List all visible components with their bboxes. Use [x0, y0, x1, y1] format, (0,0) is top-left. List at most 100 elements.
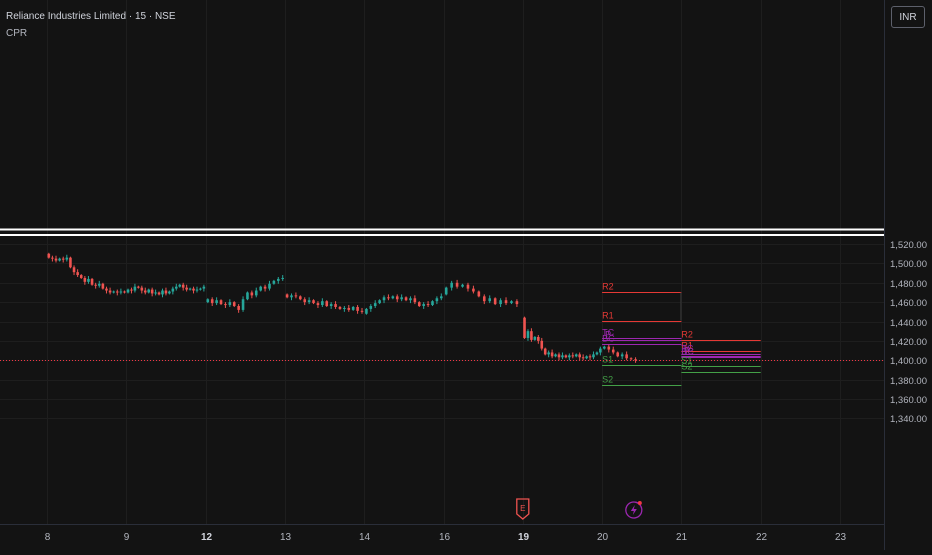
candle-body — [550, 352, 554, 357]
x-tick-label: 9 — [124, 532, 130, 543]
candle-body — [254, 290, 258, 296]
pivot-label-r2: R2 — [602, 282, 614, 292]
candle-body — [90, 278, 94, 285]
pivot-label-s2: S2 — [681, 362, 692, 372]
y-tick-label: 1,440.00 — [890, 318, 927, 329]
candle-body — [157, 292, 161, 295]
pivot-label-bc: BC — [681, 347, 694, 357]
candle-body — [616, 352, 620, 357]
candle-body — [312, 300, 315, 304]
candle-body — [321, 301, 324, 306]
candle-body — [611, 349, 615, 353]
candle-body — [568, 355, 571, 358]
candle-body — [61, 258, 65, 260]
candle-body — [607, 346, 611, 350]
candle-body — [115, 291, 119, 293]
y-tick-label: 1,400.00 — [890, 356, 927, 367]
y-tick-label: 1,520.00 — [890, 240, 927, 251]
earnings-label: E — [520, 504, 525, 513]
candle-body — [69, 257, 72, 268]
candle-body — [329, 304, 333, 307]
grid — [0, 0, 884, 524]
y-tick-label: 1,500.00 — [890, 259, 927, 270]
x-tick-label: 12 — [201, 532, 213, 543]
candle-body — [488, 298, 492, 302]
candle-body — [588, 356, 592, 358]
candle-body — [101, 283, 105, 289]
candle-body — [188, 288, 192, 290]
candle-body — [547, 352, 550, 355]
candle-body — [294, 295, 298, 297]
dividend-icon[interactable] — [625, 501, 643, 519]
y-tick-label: 1,340.00 — [890, 414, 927, 425]
candle-body — [259, 286, 262, 291]
pivot-label-s1: S1 — [681, 356, 692, 366]
pivot-label-p: P — [605, 330, 611, 340]
x-tick-label: 23 — [835, 532, 847, 543]
pivot-label-r2: R2 — [681, 330, 693, 340]
candle-body — [515, 301, 519, 305]
candle-body — [137, 286, 140, 288]
candle-body — [435, 298, 439, 302]
y-tick-label: 1,380.00 — [890, 376, 927, 387]
earnings-icon[interactable] — [516, 498, 530, 520]
currency-button[interactable]: INR — [891, 6, 925, 28]
candle-body — [530, 331, 533, 340]
candle-body — [219, 300, 223, 305]
candle-body — [533, 336, 537, 340]
candle-body — [369, 306, 373, 309]
indicator-label[interactable]: CPR — [6, 28, 28, 39]
event-markers[interactable]: E — [516, 498, 643, 520]
pivot-label-bc: BC — [602, 334, 615, 344]
candle-body — [119, 291, 123, 293]
candle-body — [564, 355, 568, 358]
candle-body — [281, 277, 284, 279]
candle-body — [422, 304, 425, 307]
x-tick-label: 13 — [280, 532, 292, 543]
candle-body — [299, 296, 302, 300]
candle-body — [307, 300, 311, 303]
pivot-label-r1: R1 — [681, 341, 693, 351]
candle-body — [629, 358, 633, 360]
candle-body — [150, 289, 154, 294]
candle-body — [444, 287, 448, 295]
candle-body — [105, 288, 108, 291]
candle-body — [585, 356, 588, 359]
candle-body — [51, 257, 54, 259]
candle-body — [65, 257, 69, 260]
candle-body — [168, 291, 171, 294]
last-price-line: 1,400.3014:03 — [0, 352, 930, 384]
pivot-label-r1: R1 — [602, 311, 614, 321]
candle-body — [395, 296, 399, 300]
candle-body — [365, 308, 368, 314]
lightning-icon — [630, 505, 637, 515]
candle-body — [94, 284, 97, 286]
candle-body — [391, 296, 395, 299]
x-tick-label: 20 — [597, 532, 609, 543]
candle-body — [634, 359, 637, 361]
candle-body — [87, 278, 90, 282]
candle-body — [154, 292, 157, 294]
symbol-title[interactable]: Reliance Industries Limited · 15 · NSE — [6, 11, 176, 22]
candle-body — [228, 302, 232, 306]
candle-body — [493, 298, 497, 305]
pivot-label-tc: TC — [602, 328, 614, 338]
candle-body — [178, 284, 182, 287]
candle-body — [58, 258, 61, 261]
candle-body — [241, 299, 245, 310]
price-axis-bg[interactable] — [884, 0, 932, 550]
candle-body — [303, 299, 307, 303]
candle-body — [202, 286, 206, 289]
candle-body — [373, 303, 377, 307]
candle-body — [108, 290, 112, 293]
y-tick-label: 1,420.00 — [890, 337, 927, 348]
candle-body — [356, 306, 359, 311]
candle-body — [461, 284, 464, 287]
candle-body — [133, 286, 137, 291]
candle-body — [185, 287, 188, 290]
candle-body — [581, 357, 585, 359]
candle-body — [174, 286, 178, 289]
candle-body — [343, 307, 346, 309]
